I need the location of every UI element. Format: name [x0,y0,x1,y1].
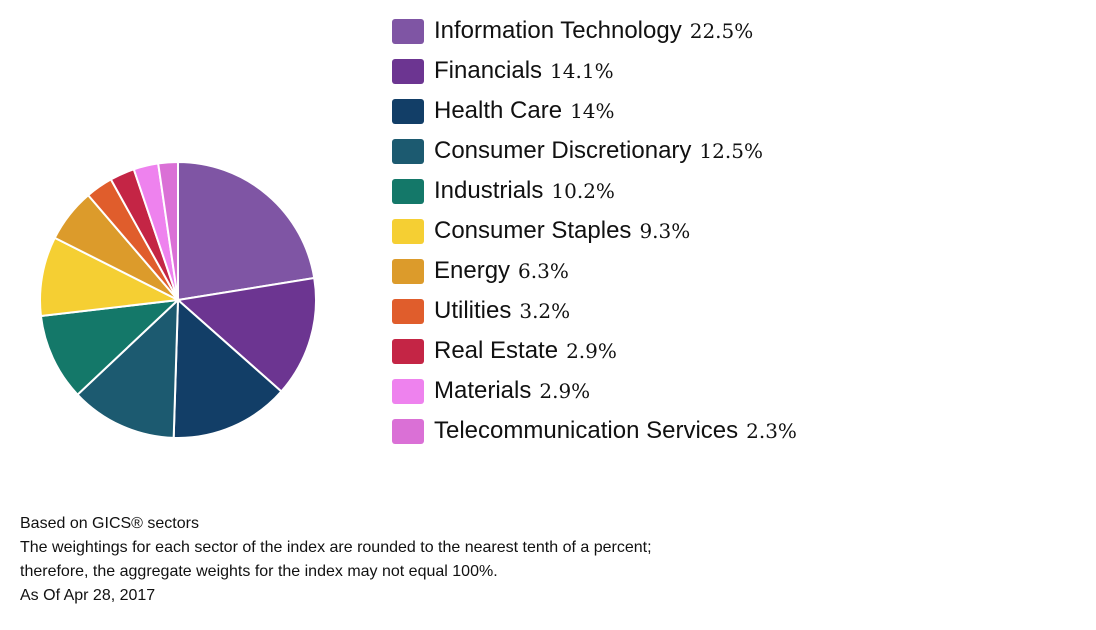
pie-chart [39,160,317,439]
legend-label: Telecommunication Services [434,417,739,444]
legend-value: 12.5% [699,139,763,163]
legend-item-consumer-discretionary[interactable]: Consumer Discretionary 12.5% [392,131,797,171]
legend-swatch [392,58,424,84]
legend-label: Real Estate [434,337,559,364]
legend-value: 10.2% [551,179,615,203]
legend-swatch [392,18,424,44]
legend-swatch [392,178,424,204]
footnote-rounding: The weightings for each sector of the in… [20,539,652,556]
legend-item-financials[interactable]: Financials 14.1% [392,51,797,91]
legend-swatch [392,218,424,244]
legend: Information Technology 22.5% Financials 14.… [392,11,797,451]
legend-value: 3.2% [519,299,571,323]
pie-slice-information-technology[interactable] [177,160,316,302]
pie-slice-consumer-discretionary[interactable] [76,297,180,439]
legend-swatch [392,258,424,284]
legend-item-real-estate[interactable]: Real Estate 2.9% [392,331,797,371]
legend-value: 2.9% [566,339,617,363]
footnote-as-of-date: As Of Apr 28, 2017 [20,587,156,604]
legend-swatch [392,338,424,364]
legend-item-materials[interactable]: Materials 2.9% [392,371,797,411]
legend-label: Industrials [434,177,544,204]
legend-item-energy[interactable]: Energy 6.3% [392,251,797,291]
legend-swatch [392,98,424,124]
legend-label: Consumer Staples [434,217,632,244]
legend-value: 6.3% [518,259,569,283]
legend-value: 2.3% [746,419,797,443]
legend-item-industrials[interactable]: Industrials 10.2% [392,171,797,211]
legend-swatch [392,138,424,164]
legend-value: 14% [570,99,615,123]
legend-swatch [392,378,424,404]
legend-label: Consumer Discretionary [434,137,692,164]
legend-label: Materials [434,377,532,404]
pie-slice-industrials[interactable] [39,298,181,397]
footnote-aggregate: therefore, the aggregate weights for the… [20,563,498,580]
legend-value: 9.3% [639,219,691,243]
legend-label: Information Technology [434,17,682,44]
legend-value: 2.9% [539,379,591,403]
legend-swatch [392,418,424,444]
footnotes: Based on GICS® sectors The weightings fo… [20,512,652,608]
legend-item-consumer-staples[interactable]: Consumer Staples 9.3% [392,211,797,251]
legend-item-health-care[interactable]: Health Care 14% [392,91,797,131]
footnote-gics: Based on GICS® sectors [20,515,199,532]
legend-item-utilities[interactable]: Utilities 3.2% [392,291,797,331]
legend-value: 22.5% [689,19,754,43]
legend-swatch [392,298,424,324]
pie-slice-telecommunication-services[interactable] [157,160,179,301]
legend-item-information-technology[interactable]: Information Technology 22.5% [392,11,797,51]
legend-label: Utilities [434,297,512,324]
legend-label: Health Care [434,97,563,124]
pie-slice-health-care[interactable] [172,297,283,439]
pie-slice-consumer-staples[interactable] [39,236,182,318]
pie-slice-financials[interactable] [175,276,317,393]
legend-label: Financials [434,57,543,84]
legend-item-telecommunication-services[interactable]: Telecommunication Services 2.3% [392,411,797,451]
legend-value: 14.1% [550,59,614,83]
legend-label: Energy [434,257,511,284]
